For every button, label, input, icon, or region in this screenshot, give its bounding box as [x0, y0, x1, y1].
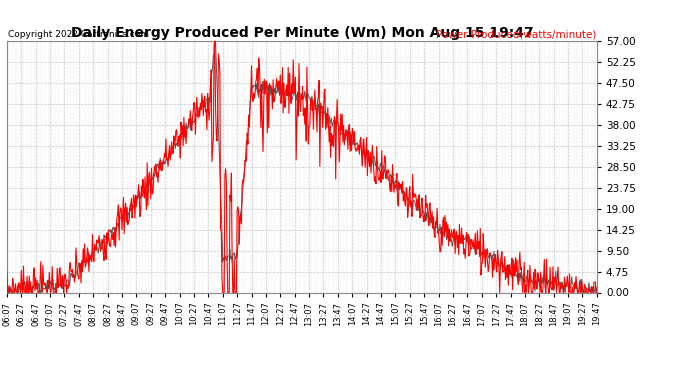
- Text: Power Produced(watts/minute): Power Produced(watts/minute): [437, 29, 597, 39]
- Text: Copyright 2022 Cartronics.com: Copyright 2022 Cartronics.com: [8, 30, 149, 39]
- Title: Daily Energy Produced Per Minute (Wm) Mon Aug 15 19:47: Daily Energy Produced Per Minute (Wm) Mo…: [70, 26, 533, 40]
